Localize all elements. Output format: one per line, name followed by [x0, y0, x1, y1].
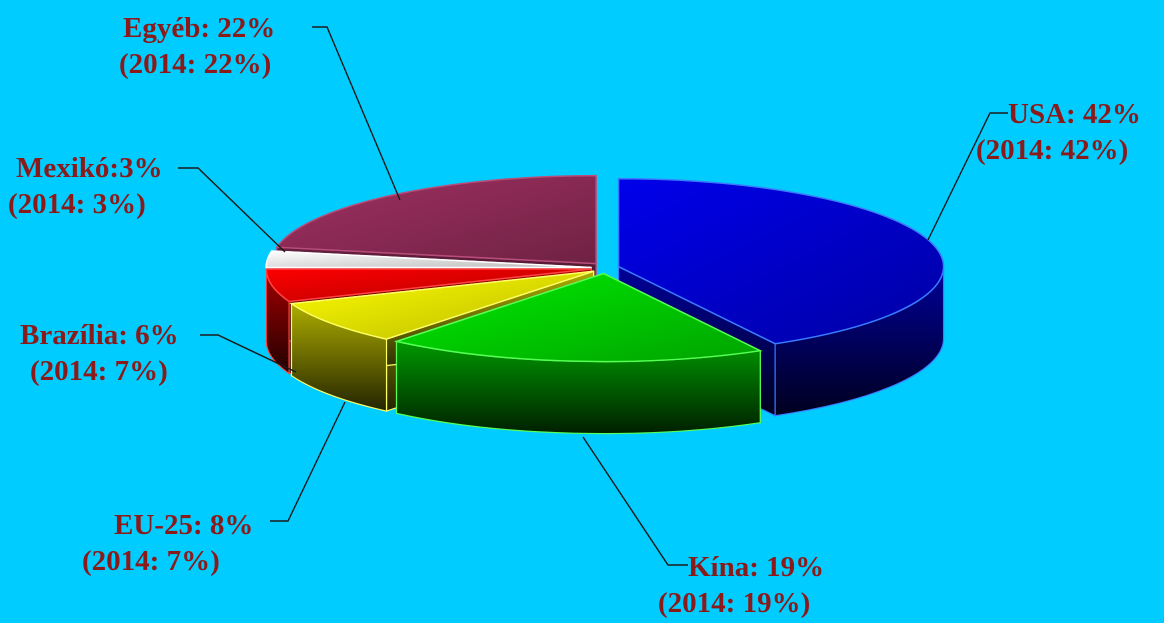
label-mexiko: Mexikó:3% (2014: 3%) [8, 152, 163, 220]
slice-top [289, 270, 594, 340]
leader-brazilia [200, 334, 297, 373]
slice-top [617, 177, 945, 345]
label-brazilia: Brazília: 6% (2014: 7%) [20, 319, 179, 387]
label-usa: USA: 42% (2014: 42%) [976, 98, 1141, 166]
leader-eu25 [270, 401, 346, 522]
slice-top [275, 174, 597, 265]
label-egyeb: Egyéb: 22% (2014: 22%) [119, 12, 276, 80]
label-kina: Kína: 19% (2014: 19%) [658, 551, 825, 619]
leader-mexiko [178, 167, 286, 253]
leader-kina [582, 436, 688, 566]
slice-top [265, 250, 592, 269]
slice-top [393, 272, 763, 363]
slice-top [265, 268, 592, 303]
slice-kína [393, 272, 763, 435]
leader-egyeb [312, 26, 401, 201]
leader-usa [927, 112, 1008, 241]
label-eu25: EU-25: 8% (2014: 7%) [82, 509, 254, 577]
